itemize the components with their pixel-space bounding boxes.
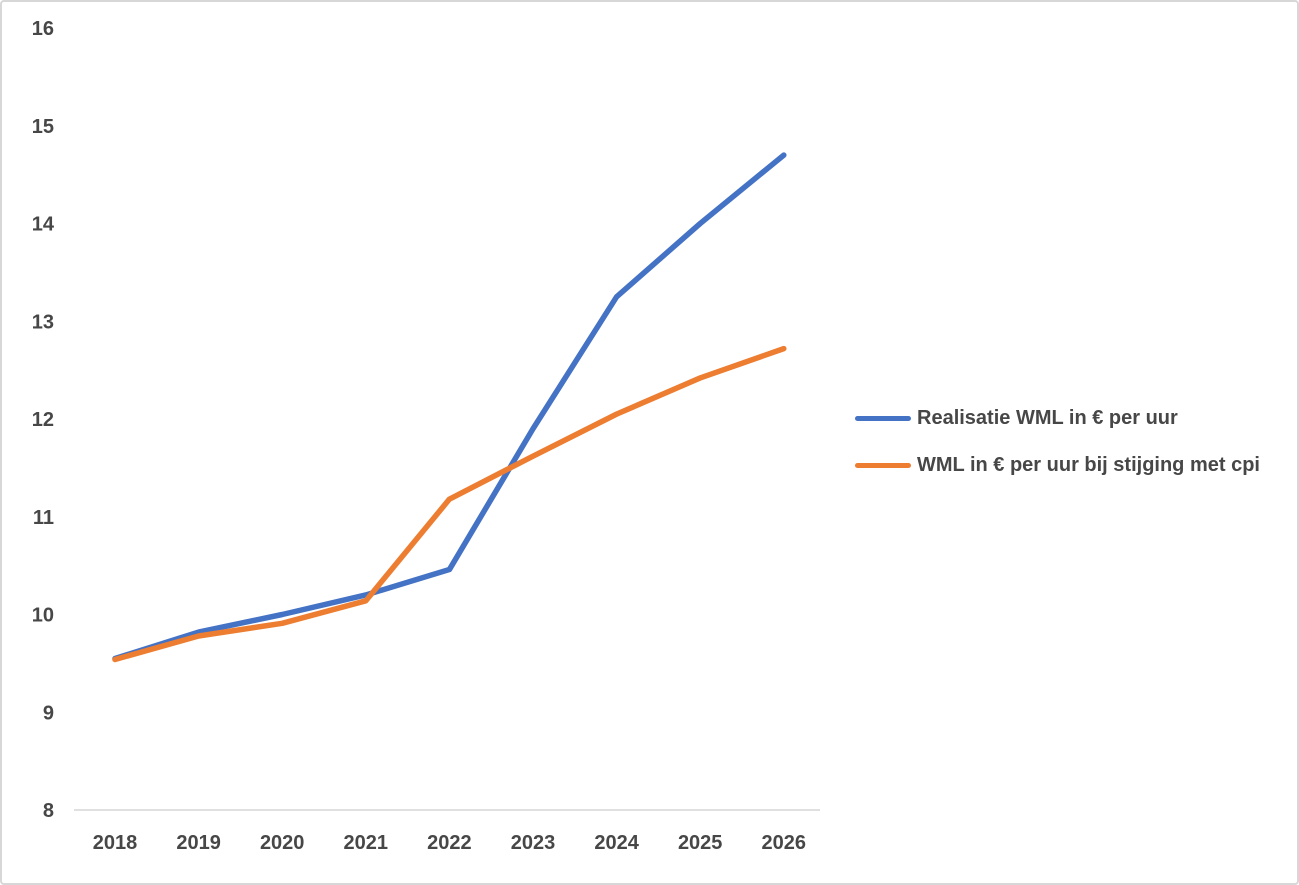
legend-label-realisatie: Realisatie WML in € per uur — [917, 406, 1178, 429]
legend: Realisatie WML in € per uur WML in € per… — [855, 405, 1260, 499]
legend-item-cpi: WML in € per uur bij stijging met cpi — [855, 452, 1260, 478]
legend-line-swatch-blue — [855, 415, 911, 421]
legend-item-realisatie: Realisatie WML in € per uur — [855, 405, 1260, 431]
y-tick-label: 15 — [32, 116, 54, 138]
series-line-realisatie — [112, 152, 787, 662]
x-tick-label: 2026 — [762, 832, 807, 854]
x-tick-label: 2021 — [344, 832, 389, 854]
x-tick-label: 2019 — [176, 832, 221, 854]
x-tick-label: 2025 — [678, 832, 723, 854]
y-tick-label: 13 — [32, 311, 54, 333]
y-tick-label: 12 — [32, 409, 54, 431]
x-tick-label: 2022 — [427, 832, 472, 854]
x-tick-label: 2024 — [594, 832, 639, 854]
series-line-cpi — [112, 345, 787, 663]
y-tick-label: 8 — [43, 800, 54, 822]
legend-line-swatch-orange — [855, 462, 911, 468]
y-tick-label: 9 — [43, 702, 54, 724]
x-tick-label: 2023 — [511, 832, 556, 854]
x-tick-label: 2020 — [260, 832, 305, 854]
x-tick-label: 2018 — [93, 832, 138, 854]
y-tick-label: 10 — [32, 605, 54, 627]
legend-label-cpi: WML in € per uur bij stijging met cpi — [917, 453, 1260, 476]
y-tick-label: 14 — [32, 214, 55, 236]
y-tick-label: 16 — [32, 18, 54, 40]
y-tick-label: 11 — [33, 507, 54, 529]
